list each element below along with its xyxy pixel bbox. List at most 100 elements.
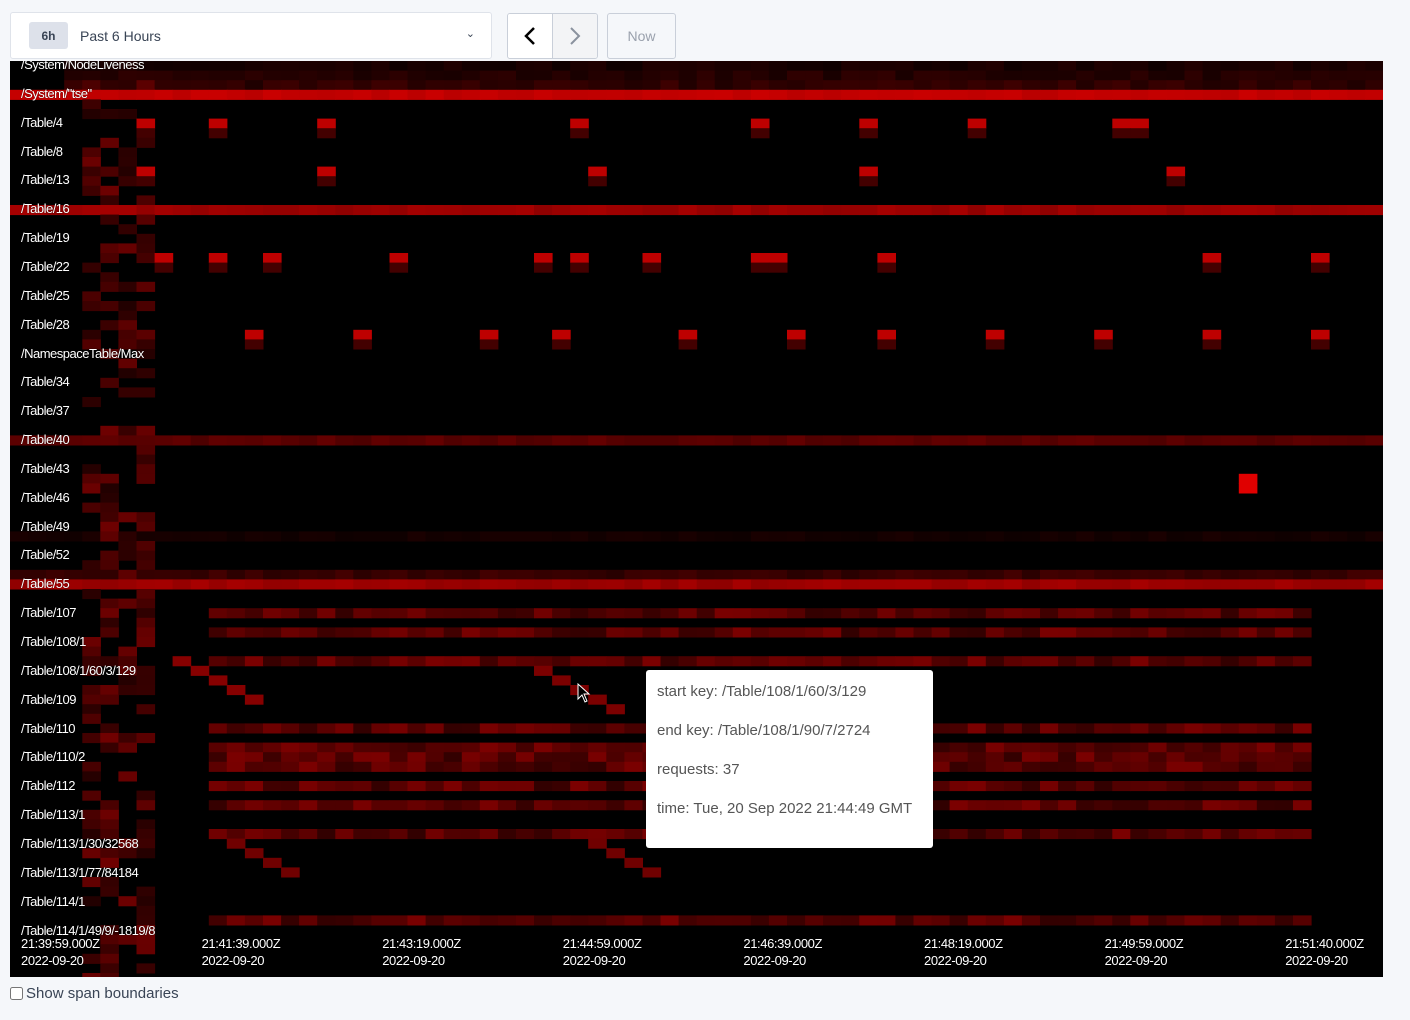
heatmap-cell[interactable] <box>732 435 752 446</box>
heatmap-cell[interactable] <box>732 579 752 590</box>
heatmap-cell[interactable] <box>552 70 571 81</box>
heatmap-cell[interactable] <box>461 723 481 734</box>
heatmap-cell[interactable] <box>642 608 662 619</box>
heatmap-cell[interactable] <box>1220 723 1240 734</box>
heatmap-cell[interactable] <box>732 80 752 91</box>
heatmap-cell[interactable] <box>660 627 680 638</box>
heatmap-cell[interactable] <box>1293 205 1312 216</box>
heatmap-cell[interactable] <box>1040 80 1059 91</box>
heatmap-cell[interactable] <box>823 579 842 590</box>
heatmap-cell[interactable] <box>1311 531 1330 542</box>
heatmap-cell[interactable] <box>479 579 499 590</box>
heatmap-cell[interactable] <box>877 608 896 619</box>
heatmap-cell[interactable] <box>1202 70 1222 81</box>
heatmap-cell[interactable] <box>1311 80 1330 91</box>
heatmap-cell[interactable] <box>1112 569 1131 580</box>
heatmap-cell[interactable] <box>624 656 643 667</box>
heatmap-cell[interactable] <box>1076 752 1095 763</box>
heatmap-cell[interactable] <box>1094 627 1113 638</box>
heatmap-cell[interactable] <box>949 80 969 91</box>
heatmap-cell[interactable] <box>606 531 625 542</box>
heatmap-cell[interactable] <box>244 608 264 619</box>
heatmap-cell[interactable] <box>859 89 878 100</box>
heatmap-cell[interactable] <box>371 761 390 772</box>
heatmap-cell[interactable] <box>570 118 589 129</box>
heatmap-cell[interactable] <box>606 89 625 100</box>
heatmap-cell[interactable] <box>263 61 282 72</box>
heatmap-cell[interactable] <box>1238 800 1258 811</box>
heatmap-cell[interactable] <box>371 742 390 753</box>
heatmap-cell[interactable] <box>407 61 427 72</box>
heatmap-cell[interactable] <box>281 829 300 840</box>
heatmap-cell[interactable] <box>1112 627 1131 638</box>
heatmap-cell[interactable] <box>1256 656 1276 667</box>
heatmap-cell[interactable] <box>1256 752 1276 763</box>
heatmap-cell[interactable] <box>208 829 228 840</box>
heatmap-cell[interactable] <box>516 742 535 753</box>
heatmap-cell[interactable] <box>1130 80 1149 91</box>
heatmap-cell[interactable] <box>154 89 174 100</box>
heatmap-cell[interactable] <box>1130 761 1149 772</box>
heatmap-cell[interactable] <box>1112 128 1131 139</box>
heatmap-cell[interactable] <box>588 694 607 705</box>
heatmap-cell[interactable] <box>841 627 860 638</box>
heatmap-cell[interactable] <box>353 761 372 772</box>
heatmap-cell[interactable] <box>136 819 156 830</box>
heatmap-cell[interactable] <box>461 627 481 638</box>
heatmap-cell[interactable] <box>118 550 137 561</box>
heatmap-cell[interactable] <box>624 531 643 542</box>
heatmap-cell[interactable] <box>552 329 571 340</box>
heatmap-cell[interactable] <box>281 915 300 926</box>
heatmap-cell[interactable] <box>136 617 156 628</box>
heatmap-cell[interactable] <box>136 214 156 225</box>
heatmap-cell[interactable] <box>335 742 354 753</box>
heatmap-cell[interactable] <box>82 809 101 820</box>
heatmap-cell[interactable] <box>787 89 806 100</box>
heatmap-cell[interactable] <box>136 205 156 216</box>
heatmap-cell[interactable] <box>1293 531 1312 542</box>
heatmap-cell[interactable] <box>570 89 589 100</box>
heatmap-cell[interactable] <box>1293 70 1312 81</box>
heatmap-cell[interactable] <box>678 61 698 72</box>
heatmap-cell[interactable] <box>516 627 535 638</box>
heatmap-cell[interactable] <box>787 339 806 350</box>
heatmap-cell[interactable] <box>226 752 246 763</box>
heatmap-cell[interactable] <box>516 205 535 216</box>
heatmap-cell[interactable] <box>768 579 788 590</box>
heatmap-cell[interactable] <box>82 829 101 840</box>
heatmap-cell[interactable] <box>805 656 824 667</box>
heatmap-cell[interactable] <box>118 329 137 340</box>
heatmap-cell[interactable] <box>100 425 119 436</box>
heatmap-cell[interactable] <box>46 531 65 542</box>
heatmap-cell[interactable] <box>1256 915 1276 926</box>
heatmap-cell[interactable] <box>1293 781 1312 792</box>
heatmap-cell[interactable] <box>208 435 228 446</box>
heatmap-cell[interactable] <box>1148 800 1167 811</box>
heatmap-cell[interactable] <box>588 723 607 734</box>
heatmap-cell[interactable] <box>1130 829 1149 840</box>
heatmap-cell[interactable] <box>497 579 517 590</box>
heatmap-cell[interactable] <box>642 253 662 264</box>
heatmap-cell[interactable] <box>82 790 101 801</box>
heatmap-cell[interactable] <box>136 627 156 638</box>
heatmap-cell[interactable] <box>859 70 878 81</box>
heatmap-cell[interactable] <box>371 608 390 619</box>
heatmap-cell[interactable] <box>552 752 571 763</box>
heatmap-cell[interactable] <box>281 80 300 91</box>
heatmap-cell[interactable] <box>696 608 716 619</box>
heatmap-cell[interactable] <box>1058 723 1077 734</box>
heatmap-cell[interactable] <box>642 569 662 580</box>
heatmap-cell[interactable] <box>1238 761 1258 772</box>
heatmap-cell[interactable] <box>985 915 1005 926</box>
heatmap-cell[interactable] <box>1076 800 1095 811</box>
heatmap-cell[interactable] <box>1220 70 1240 81</box>
heatmap-cell[interactable] <box>1076 531 1095 542</box>
heatmap-cell[interactable] <box>1112 205 1131 216</box>
time-range-selector[interactable]: 6h Past 6 Hours ⌄ <box>10 12 492 59</box>
heatmap-cell[interactable] <box>967 656 987 667</box>
heatmap-cell[interactable] <box>1256 742 1276 753</box>
heatmap-cell[interactable] <box>859 166 878 177</box>
heatmap-cell[interactable] <box>1311 579 1330 590</box>
heatmap-cell[interactable] <box>100 857 119 868</box>
heatmap-cell[interactable] <box>100 685 119 696</box>
